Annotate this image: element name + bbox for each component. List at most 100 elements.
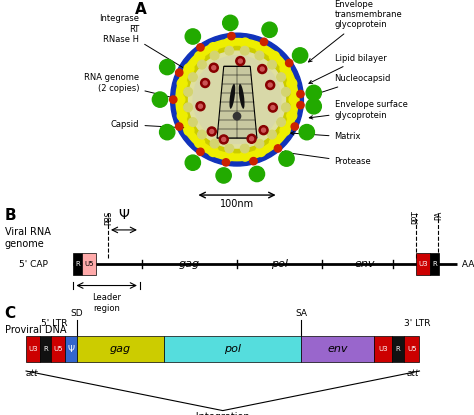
Circle shape — [299, 124, 314, 140]
Text: Ψ: Ψ — [118, 208, 129, 222]
Circle shape — [228, 32, 235, 40]
Circle shape — [210, 51, 219, 60]
Circle shape — [189, 118, 197, 127]
Circle shape — [287, 78, 297, 88]
Circle shape — [219, 135, 228, 144]
Text: R: R — [396, 346, 401, 352]
Text: U3: U3 — [379, 346, 388, 352]
Circle shape — [152, 92, 168, 107]
Text: PPT: PPT — [412, 210, 420, 224]
Text: env: env — [328, 344, 348, 354]
Circle shape — [282, 88, 290, 96]
Text: SA: SA — [295, 309, 308, 318]
Circle shape — [195, 51, 205, 61]
Text: R: R — [75, 261, 80, 267]
Text: Nucleocapsid: Nucleocapsid — [309, 74, 391, 97]
Circle shape — [282, 103, 290, 112]
Circle shape — [197, 148, 204, 156]
Circle shape — [184, 103, 192, 112]
Text: A: A — [135, 2, 147, 17]
Circle shape — [256, 43, 266, 53]
Circle shape — [233, 112, 241, 120]
Circle shape — [287, 111, 297, 121]
Circle shape — [247, 134, 256, 143]
Text: gag: gag — [109, 344, 131, 354]
Circle shape — [280, 125, 290, 135]
Text: B: B — [5, 208, 17, 223]
Text: Lipid bilayer: Lipid bilayer — [309, 54, 386, 83]
Bar — [430, 253, 439, 275]
Text: 3' LTR: 3' LTR — [404, 319, 430, 328]
Bar — [65, 336, 77, 362]
Bar — [82, 253, 96, 275]
Circle shape — [236, 56, 245, 66]
Bar — [40, 336, 51, 362]
Text: Integrase
RT
RNase H: Integrase RT RNase H — [100, 14, 188, 71]
Circle shape — [196, 102, 205, 111]
Circle shape — [210, 139, 219, 148]
Ellipse shape — [229, 84, 235, 109]
Circle shape — [184, 88, 192, 96]
Circle shape — [292, 48, 308, 63]
Circle shape — [193, 56, 281, 144]
Bar — [374, 336, 392, 362]
Text: Ψ: Ψ — [68, 344, 74, 354]
Polygon shape — [217, 66, 257, 138]
Circle shape — [184, 64, 194, 74]
Circle shape — [260, 38, 268, 46]
Circle shape — [176, 39, 298, 161]
Text: C: C — [5, 306, 16, 321]
Circle shape — [306, 85, 321, 100]
Text: U3: U3 — [419, 261, 428, 267]
Bar — [26, 336, 40, 362]
Circle shape — [185, 155, 201, 170]
Text: env: env — [355, 259, 375, 269]
Text: SD: SD — [71, 309, 83, 318]
Circle shape — [189, 51, 285, 148]
Circle shape — [240, 151, 250, 161]
Text: 100nm: 100nm — [220, 199, 254, 209]
Circle shape — [291, 123, 299, 130]
Circle shape — [184, 125, 194, 135]
Circle shape — [240, 46, 249, 55]
Circle shape — [224, 151, 234, 161]
Circle shape — [285, 59, 293, 67]
Circle shape — [177, 111, 187, 121]
Circle shape — [185, 29, 201, 44]
Text: Proviral DNA: Proviral DNA — [5, 325, 66, 335]
Circle shape — [210, 129, 214, 134]
Circle shape — [240, 144, 249, 153]
Circle shape — [171, 33, 303, 166]
Text: U5: U5 — [407, 346, 417, 352]
Circle shape — [160, 59, 175, 75]
Circle shape — [260, 67, 264, 71]
Circle shape — [222, 137, 226, 142]
Circle shape — [277, 118, 285, 127]
Circle shape — [207, 127, 216, 136]
Bar — [77, 336, 164, 362]
Text: Protease: Protease — [283, 151, 371, 166]
Circle shape — [258, 65, 267, 73]
Text: att: att — [26, 369, 38, 378]
Bar — [51, 336, 65, 362]
Text: Leader
region: Leader region — [92, 293, 121, 313]
Circle shape — [222, 159, 229, 166]
Circle shape — [268, 83, 272, 87]
Text: Envelope
transmembrane
glycoprotein: Envelope transmembrane glycoprotein — [309, 0, 402, 62]
Circle shape — [249, 166, 264, 182]
Circle shape — [209, 63, 218, 72]
Circle shape — [274, 145, 282, 152]
Bar — [301, 336, 374, 362]
Circle shape — [280, 64, 290, 74]
Text: Capsid: Capsid — [111, 120, 196, 130]
Bar — [164, 336, 301, 362]
Text: 5' LTR: 5' LTR — [41, 319, 68, 328]
Circle shape — [189, 73, 197, 81]
Circle shape — [250, 158, 257, 165]
Circle shape — [271, 105, 275, 110]
Circle shape — [256, 146, 266, 156]
Circle shape — [268, 130, 276, 139]
Circle shape — [279, 151, 294, 166]
Text: U3: U3 — [28, 346, 38, 352]
Circle shape — [223, 15, 238, 31]
